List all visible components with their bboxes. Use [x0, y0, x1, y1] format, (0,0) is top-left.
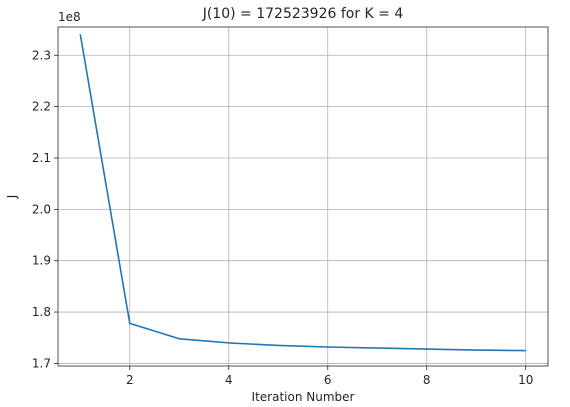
grid-lines: [58, 27, 548, 366]
y-tick-label: 1.7: [32, 356, 51, 370]
x-axis-label: Iteration Number: [252, 390, 355, 404]
y-tick-label: 1.9: [32, 254, 51, 268]
x-tick-label: 4: [225, 373, 233, 387]
y-tick-label: 2.3: [32, 48, 51, 62]
y-tick-label: 1.8: [32, 305, 51, 319]
y-axis-offset-label: 1e8: [58, 10, 81, 24]
y-tick-label: 2.0: [32, 202, 51, 216]
axis-ticks: 2 4 6 8 10 1.7 1.8 1.9 2.0 2.1 2.2 2.3: [32, 48, 533, 387]
series-line: [79, 34, 526, 352]
y-tick-label: 2.1: [32, 151, 51, 165]
plot-frame: [57, 26, 549, 367]
x-tick-label: 6: [324, 373, 332, 387]
series-lines: [79, 34, 526, 352]
x-tick-label: 8: [423, 373, 431, 387]
y-axis-label: J: [5, 195, 19, 200]
chart-title: J(10) = 172523926 for K = 4: [202, 6, 404, 22]
x-tick-label: 2: [126, 373, 134, 387]
x-tick-label: 10: [518, 373, 533, 387]
y-tick-label: 2.2: [32, 100, 51, 114]
